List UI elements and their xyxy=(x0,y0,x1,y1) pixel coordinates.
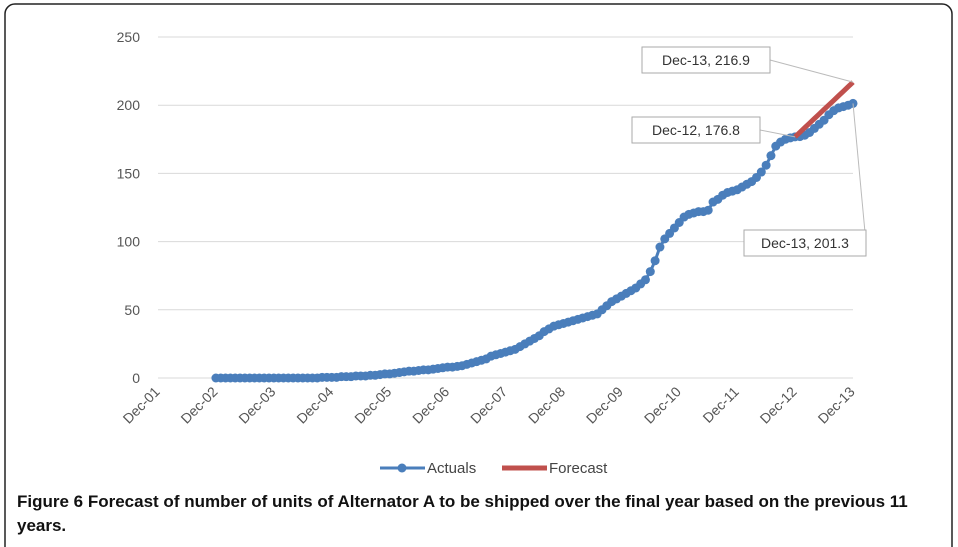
data-label: Dec-13, 201.3 xyxy=(761,235,849,251)
y-tick-label: 0 xyxy=(132,370,140,386)
series-line xyxy=(793,80,855,139)
legend-label: Actuals xyxy=(427,460,476,477)
legend-marker xyxy=(397,463,407,473)
x-tick-label: Dec-02 xyxy=(177,383,220,426)
leader-line xyxy=(852,103,867,244)
x-tick-label: Dec-01 xyxy=(120,383,163,426)
y-tick-label: 200 xyxy=(117,97,141,113)
label-box xyxy=(631,116,761,144)
marker xyxy=(640,275,650,285)
x-tick-label: Dec-03 xyxy=(235,383,278,426)
y-tick-label: 50 xyxy=(124,302,140,318)
x-tick-label: Dec-12 xyxy=(757,383,800,426)
x-tick-label: Dec-11 xyxy=(699,383,742,426)
legend-label: Forecast xyxy=(549,460,608,477)
data-label: Dec-12, 176.8 xyxy=(652,122,740,138)
leader-line xyxy=(769,59,854,83)
x-tick-label: Dec-04 xyxy=(293,383,336,426)
x-tick-label: Dec-07 xyxy=(467,383,510,426)
y-tick-label: 100 xyxy=(117,234,141,250)
x-tick-label: Dec-06 xyxy=(409,383,452,426)
label-box xyxy=(743,229,867,257)
x-tick-label: Dec-09 xyxy=(583,383,626,426)
marker xyxy=(650,256,660,266)
x-tick-label: Dec-13 xyxy=(815,383,858,426)
marker xyxy=(756,167,766,177)
x-tick-label: Dec-08 xyxy=(525,383,568,426)
label-box xyxy=(641,46,771,74)
data-label: Dec-13, 216.9 xyxy=(662,52,750,68)
marker xyxy=(766,151,776,161)
marker xyxy=(645,267,655,277)
marker xyxy=(761,160,771,170)
marker xyxy=(703,205,713,215)
y-tick-label: 150 xyxy=(117,165,141,181)
frame xyxy=(4,3,953,547)
x-tick-label: Dec-05 xyxy=(351,383,394,426)
caption: Figure 6 Forecast of number of units of … xyxy=(17,492,908,535)
y-tick-label: 250 xyxy=(117,29,141,45)
leader-line xyxy=(759,129,796,138)
x-tick-label: Dec-10 xyxy=(641,383,684,426)
marker xyxy=(655,242,665,252)
